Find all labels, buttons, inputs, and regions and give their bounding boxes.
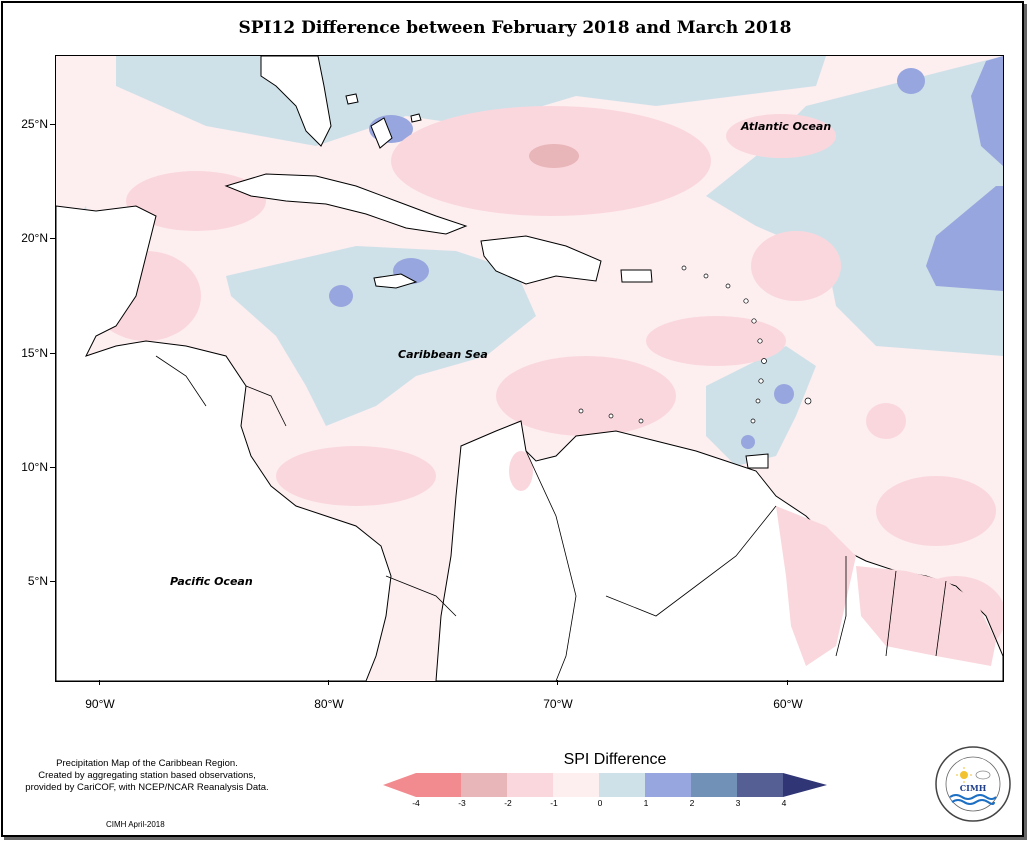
map-description: Precipitation Map of the Caribbean Regio…	[6, 758, 288, 794]
legend-title: SPI Difference	[563, 751, 667, 768]
note-line: Created by aggregating station based obs…	[38, 770, 256, 781]
color-legend	[383, 773, 829, 802]
legend-swatch	[553, 773, 599, 797]
legend-tick-label: -4	[412, 798, 420, 808]
dry-inland	[509, 451, 996, 666]
lon-tick	[787, 680, 788, 685]
lat-label-20n: 20°N	[21, 231, 48, 245]
lon-label-90w: 90°W	[85, 697, 115, 711]
legend-tick-label: -2	[504, 798, 512, 808]
note-line: provided by CariCOF, with NCEP/NCAR Rean…	[25, 782, 269, 793]
legend-arrow-left	[383, 773, 416, 797]
legend-swatch	[645, 773, 691, 797]
legend-tick-label: 4	[781, 798, 787, 808]
map-panel: Atlantic Ocean Caribbean Sea Pacific Oce…	[55, 55, 1004, 682]
wave-icon	[949, 794, 997, 800]
logo-text: CIMH	[960, 783, 987, 793]
lon-label-60w: 60°W	[773, 697, 803, 711]
legend-swatch	[461, 773, 507, 797]
wet-spots	[329, 56, 1003, 449]
lat-label-10n: 10°N	[21, 460, 48, 474]
lat-label-15n: 15°N	[21, 346, 48, 360]
cimh-logo: CIMH	[934, 745, 1012, 823]
lat-tick	[50, 353, 55, 354]
lon-label-70w: 70°W	[543, 697, 573, 711]
lat-tick	[50, 238, 55, 239]
lon-label-80w: 80°W	[314, 697, 344, 711]
legend-tick-label: 1	[643, 798, 649, 808]
map-title: SPI12 Difference between February 2018 a…	[238, 18, 792, 38]
legend-swatch	[737, 773, 783, 797]
cloud-icon	[975, 770, 991, 780]
legend-swatch	[416, 773, 461, 797]
wave-icon	[951, 799, 995, 805]
legend-tick-label: 0	[597, 798, 603, 808]
legend-swatch	[507, 773, 553, 797]
legend-colorbar	[383, 773, 827, 797]
lat-tick	[50, 581, 55, 582]
legend-tick-label: -3	[458, 798, 466, 808]
lon-tick	[328, 680, 329, 685]
dry-spot	[529, 144, 579, 168]
sun-icon	[960, 771, 968, 779]
lat-label-25n: 25°N	[21, 117, 48, 131]
lat-label-5n: 5°N	[27, 574, 48, 588]
pacific-ocean-label: Pacific Ocean	[170, 575, 253, 588]
country-borders	[155, 355, 947, 681]
caribbean-sea-label: Caribbean Sea	[398, 348, 488, 361]
lat-tick	[50, 124, 55, 125]
lesser-antilles	[578, 265, 812, 424]
credit-text: CIMH April-2018	[106, 820, 165, 829]
cimh-logo-graphic: CIMH	[935, 746, 1011, 822]
land-masses	[56, 56, 1003, 681]
legend-tick-label: 3	[735, 798, 741, 808]
legend-tick-label: 2	[689, 798, 695, 808]
lat-tick	[50, 467, 55, 468]
legend-tick-label: -1	[550, 798, 558, 808]
legend-arrow-right	[783, 773, 827, 797]
lon-tick	[99, 680, 100, 685]
spi-difference-map: Atlantic Ocean Caribbean Sea Pacific Oce…	[56, 56, 1003, 681]
legend-swatch	[599, 773, 645, 797]
atlantic-ocean-label: Atlantic Ocean	[740, 120, 831, 133]
note-line: Precipitation Map of the Caribbean Regio…	[56, 758, 238, 769]
legend-swatch	[691, 773, 737, 797]
lon-tick	[557, 680, 558, 685]
